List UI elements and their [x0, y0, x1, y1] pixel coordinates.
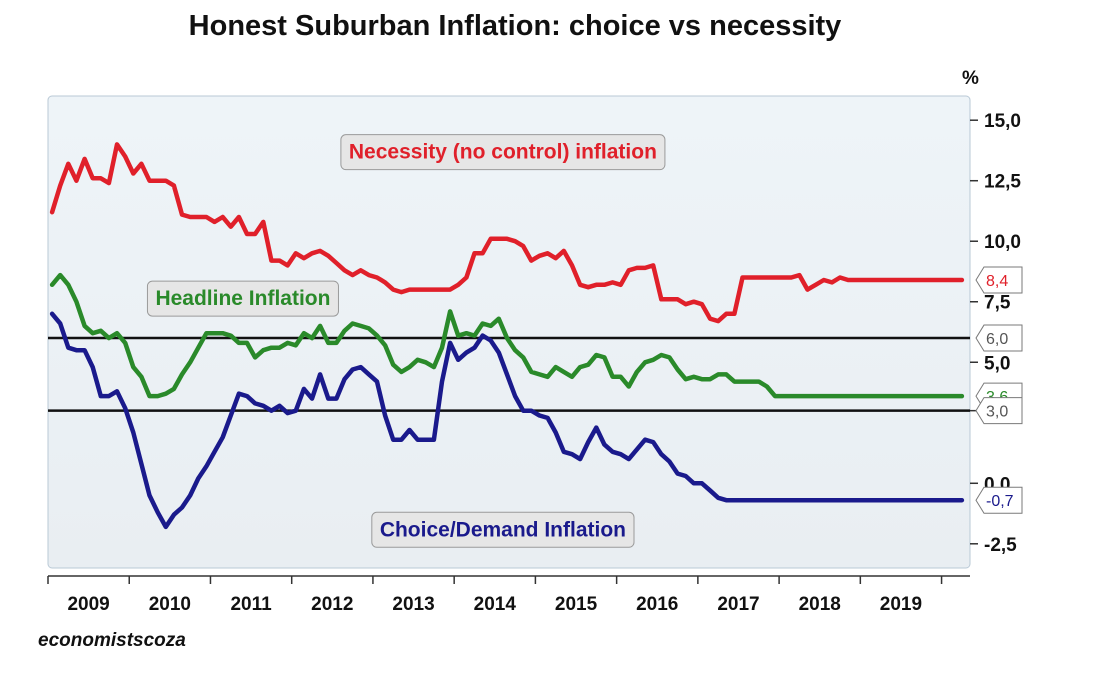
- y-axis-unit: %: [962, 68, 979, 89]
- x-tick-label: 2009: [67, 594, 109, 615]
- y-tick-label: 5,0: [984, 353, 1010, 374]
- annotation-box-bg: [340, 134, 666, 171]
- annotation-box-bg: [146, 280, 339, 317]
- source-credit: economistscoza: [38, 630, 186, 651]
- x-tick-label: 2016: [636, 594, 678, 615]
- x-tick-label: 2015: [555, 594, 598, 615]
- callout-1: 6,0: [975, 324, 1023, 352]
- series-line-2: [49, 311, 965, 530]
- callout-value: -0,7: [986, 493, 1014, 510]
- right-callouts: 8,46,03,63,0-0,7: [975, 266, 1023, 514]
- x-tick-label: 2018: [799, 594, 841, 615]
- x-tick-label: 2012: [311, 594, 353, 615]
- callout-tag: [975, 266, 1023, 294]
- y-tick-label: 15,0: [984, 111, 1021, 132]
- chart-title: Honest Suburban Inflation: choice vs nec…: [188, 10, 842, 42]
- callout-value: 3,0: [986, 404, 1008, 421]
- callout-value: 6,0: [986, 331, 1008, 348]
- callout-tag: [975, 397, 1023, 425]
- y-tick-label: -2,5: [984, 535, 1017, 556]
- annotation-box-bg: [371, 511, 635, 548]
- annotation-text: Necessity (no control) inflation: [349, 141, 657, 164]
- y-tick-label: 10,0: [984, 232, 1021, 253]
- x-tick-label: 2011: [230, 594, 272, 615]
- callout-0: 8,4: [975, 266, 1023, 294]
- x-tick-label: 2019: [880, 594, 922, 615]
- callout-tag: [975, 324, 1023, 352]
- annotations: Necessity (no control) inflation Headline…: [146, 134, 666, 548]
- x-tick-label: 2017: [717, 594, 759, 615]
- x-tick-label: 2010: [149, 594, 191, 615]
- series-line-1: [49, 272, 965, 399]
- x-tick-label: 2014: [474, 594, 517, 615]
- annotation-box-2: Choice/Demand Inflation: [371, 511, 635, 548]
- y-tick-label: 7,5: [984, 293, 1011, 314]
- annotation-text: Choice/Demand Inflation: [380, 518, 626, 541]
- y-tick-label: 12,5: [984, 172, 1021, 193]
- series-lines: [49, 142, 965, 530]
- annotation-text: Headline Inflation: [155, 287, 330, 310]
- callout-tag: [975, 486, 1023, 514]
- plot-area: [47, 95, 971, 569]
- callout-4: -0,7: [975, 486, 1023, 514]
- x-tick-label: 2013: [392, 594, 434, 615]
- callout-3: 3,0: [975, 397, 1023, 425]
- axes: 15,012,510,07,55,03,00,0-2,5%20092010201…: [47, 68, 1021, 615]
- annotation-box-1: Headline Inflation: [146, 280, 339, 317]
- series-line-0: [49, 142, 965, 324]
- callout-value: 8,4: [986, 273, 1008, 290]
- annotation-box-0: Necessity (no control) inflation: [340, 134, 666, 171]
